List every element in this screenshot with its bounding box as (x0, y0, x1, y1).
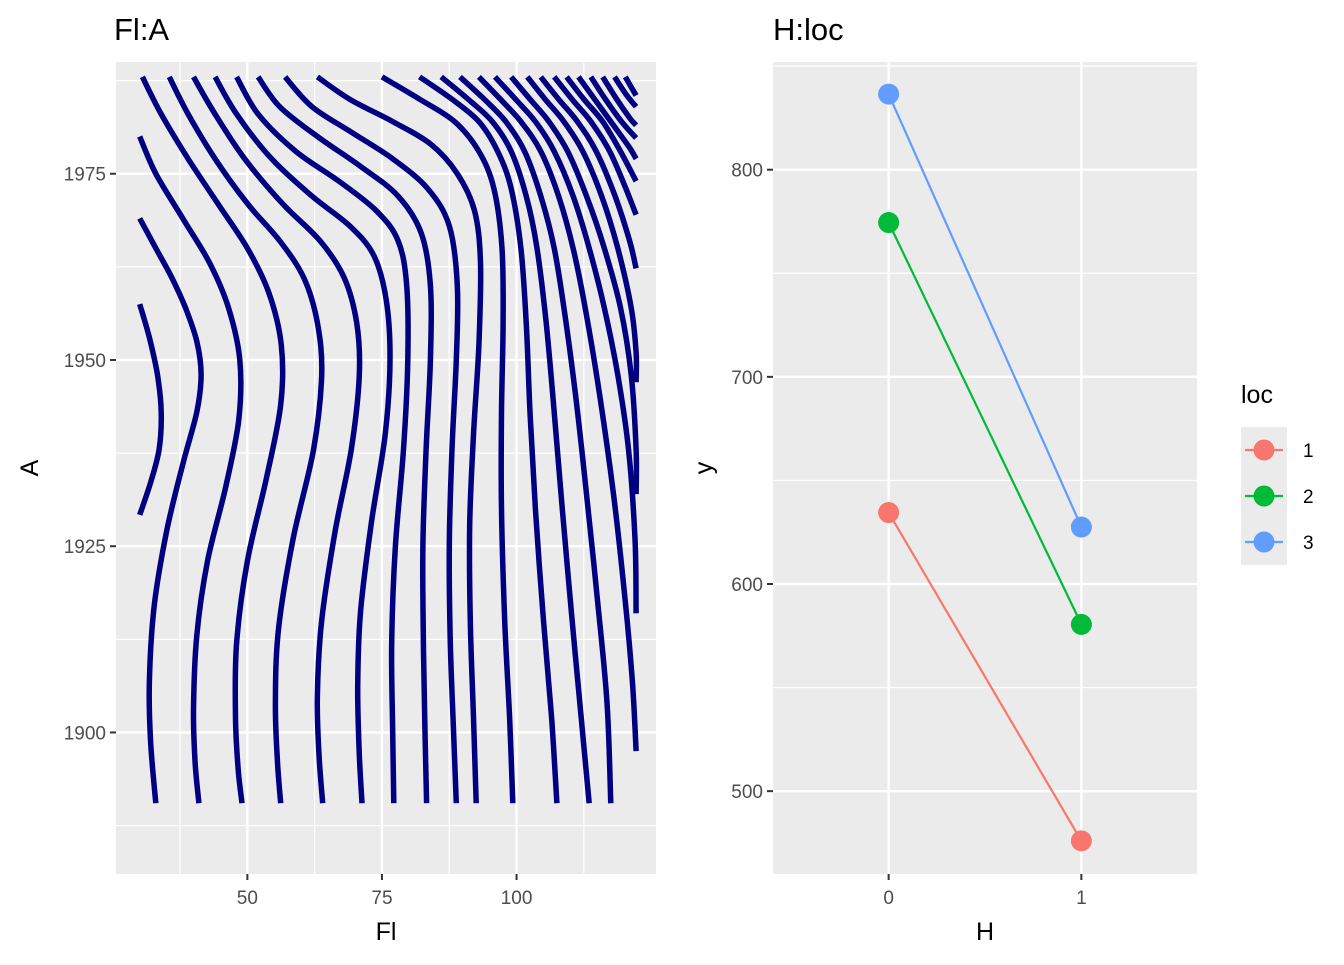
interaction-series (878, 83, 1092, 852)
contour-x-tick-label: 50 (237, 888, 258, 909)
contour-line (622, 75, 639, 97)
interaction-x-tick-label: 0 (883, 888, 894, 909)
contour-y-axis-title: A (16, 459, 44, 476)
contour-panel-title: Fl:A (114, 12, 169, 47)
series-loc-2 (878, 212, 1092, 635)
legend-item-loc-3: 3 (1241, 519, 1314, 565)
legend: loc 1 2 3 (1241, 381, 1314, 565)
contour-line (612, 75, 639, 109)
contour-line (315, 74, 484, 804)
contour-line (166, 75, 325, 804)
legend-label: 1 (1303, 441, 1314, 462)
series-point (878, 212, 900, 234)
contour-line (137, 217, 204, 804)
contour-line (380, 74, 516, 804)
contour-line (418, 74, 560, 804)
series-point (878, 83, 900, 105)
interaction-y-tick-label: 600 (731, 575, 763, 596)
interaction-y-axis-title: y (690, 461, 718, 474)
contour-line (137, 303, 165, 516)
contour-line (283, 75, 461, 804)
series-line (887, 93, 1083, 528)
series-line (887, 511, 1083, 842)
contour-plot-background (116, 62, 656, 874)
contour-line (600, 75, 639, 128)
contour-lines (137, 74, 640, 804)
series-point (1070, 613, 1092, 635)
interaction-y-ticks: 500 600 700 800 (731, 161, 773, 803)
legend-key-point (1253, 439, 1275, 461)
series-line (887, 222, 1083, 625)
contour-line (564, 75, 639, 183)
contour-line (212, 75, 393, 804)
series-point (878, 502, 900, 524)
contour-line (492, 75, 639, 614)
contour-x-tick-label: 75 (371, 888, 392, 909)
interaction-plot-background (773, 62, 1197, 874)
series-loc-3 (878, 83, 1092, 538)
interaction-y-tick-label: 800 (731, 161, 763, 182)
contour-line (255, 75, 434, 804)
contour-y-tick-label: 1900 (64, 723, 106, 744)
contour-line (458, 74, 614, 804)
contour-y-tick-label: 1975 (64, 165, 106, 186)
contour-line (552, 75, 639, 216)
contour-y-tick-label: 1950 (64, 351, 106, 372)
legend-item-loc-1: 1 (1241, 427, 1314, 473)
contour-line (588, 75, 639, 140)
contour-panel: Fl:A 50 75 100 1900 1925 1950 1975 Fl A (16, 12, 656, 946)
interaction-x-axis-title: H (976, 918, 994, 946)
series-point (1070, 516, 1092, 538)
legend-item-loc-2: 2 (1241, 473, 1314, 519)
legend-key-point (1253, 531, 1275, 553)
interaction-panel-title: H:loc (773, 12, 844, 47)
contour-x-ticks: 50 75 100 (237, 874, 533, 909)
legend-label: 2 (1303, 487, 1314, 508)
contour-y-tick-label: 1925 (64, 537, 106, 558)
interaction-minor-gridlines (773, 65, 1197, 689)
contour-line (525, 75, 640, 383)
contour-y-ticks: 1900 1925 1950 1975 (64, 165, 116, 744)
legend-title: loc (1241, 381, 1273, 409)
series-point (1070, 830, 1092, 852)
series-loc-1 (878, 502, 1092, 852)
contour-line (439, 74, 592, 804)
contour-line (538, 75, 639, 270)
contour-line (139, 75, 286, 804)
legend-items: 1 2 3 (1241, 427, 1314, 565)
interaction-x-tick-label: 1 (1076, 888, 1087, 909)
contour-line (509, 75, 640, 495)
contour-line (191, 75, 363, 804)
legend-key-point (1253, 485, 1275, 507)
contour-x-tick-label: 100 (501, 888, 533, 909)
contour-line (137, 135, 244, 804)
legend-label: 3 (1303, 533, 1314, 554)
interaction-y-tick-label: 700 (731, 368, 763, 389)
contour-line (476, 74, 639, 752)
contour-line (234, 75, 411, 804)
interaction-major-gridlines (773, 62, 1197, 874)
contour-line (576, 75, 639, 161)
interaction-y-tick-label: 500 (731, 782, 763, 803)
contour-x-axis-title: Fl (376, 918, 397, 946)
